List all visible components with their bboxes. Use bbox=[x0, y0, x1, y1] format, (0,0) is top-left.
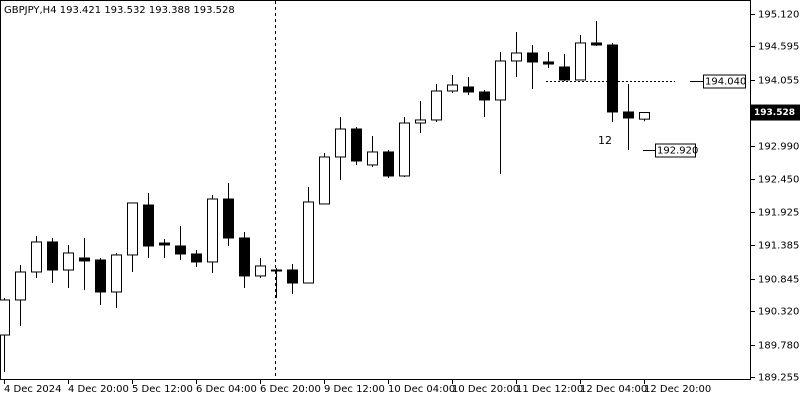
level-label: 192.920 bbox=[657, 146, 698, 157]
candle-body bbox=[0, 299, 10, 336]
candle-body bbox=[239, 237, 250, 277]
header-high: 193.532 bbox=[104, 5, 145, 16]
candle-body bbox=[511, 52, 522, 62]
candle-body bbox=[63, 252, 74, 271]
candle-body bbox=[415, 119, 426, 124]
x-tick-label: 4 Dec 20:00 bbox=[68, 384, 129, 395]
x-tick-label: 5 Dec 12:00 bbox=[132, 384, 193, 395]
candle-body bbox=[543, 61, 554, 65]
y-tick-label: 189.780 bbox=[758, 341, 799, 352]
symbol: GBPJPY,H4 bbox=[4, 5, 57, 16]
level-box bbox=[703, 74, 746, 89]
candle-body bbox=[191, 253, 202, 263]
y-tick-label: 194.595 bbox=[758, 42, 799, 53]
y-tick-label: 191.385 bbox=[758, 241, 799, 252]
candle-body bbox=[47, 241, 58, 271]
candle-body bbox=[447, 84, 458, 92]
candle-body bbox=[495, 60, 506, 101]
candle-body bbox=[479, 91, 490, 101]
y-tick-label: 190.845 bbox=[758, 275, 799, 286]
x-tick-label: 10 Dec 04:00 bbox=[388, 384, 455, 395]
y-tick-label: 191.925 bbox=[758, 208, 799, 219]
candle-body bbox=[607, 44, 618, 113]
x-tick-label: 6 Dec 04:00 bbox=[196, 384, 257, 395]
x-tick-label: 12 Dec 20:00 bbox=[644, 384, 711, 395]
candle-body bbox=[383, 151, 394, 177]
candle-body bbox=[271, 269, 282, 272]
candle-body bbox=[463, 86, 474, 93]
candle-body bbox=[111, 254, 122, 293]
annotation: 12 bbox=[598, 134, 612, 147]
plot-frame bbox=[0, 0, 751, 380]
price-marker-label: 193.528 bbox=[754, 108, 795, 118]
candle-body bbox=[527, 52, 538, 63]
level-label: 194.040 bbox=[705, 77, 746, 88]
candle-body bbox=[143, 204, 154, 247]
candle-body bbox=[175, 245, 186, 255]
x-tick-label: 6 Dec 20:00 bbox=[260, 384, 321, 395]
x-tick-label: 9 Dec 12:00 bbox=[324, 384, 385, 395]
candle-body bbox=[399, 122, 410, 177]
header-close: 193.528 bbox=[193, 5, 234, 16]
candle-body bbox=[255, 265, 266, 277]
candle-body bbox=[287, 269, 298, 284]
candle-body bbox=[15, 271, 26, 301]
candle-body bbox=[431, 90, 442, 121]
candle-body bbox=[127, 202, 138, 256]
price-marker bbox=[750, 104, 800, 121]
y-tick-label: 192.990 bbox=[758, 142, 799, 153]
x-tick-label: 12 Dec 04:00 bbox=[580, 384, 647, 395]
level-box bbox=[655, 143, 696, 158]
x-tick-label: 4 Dec 2024 bbox=[4, 384, 62, 395]
candle-body bbox=[319, 156, 330, 205]
candle-body bbox=[159, 242, 170, 246]
candle-body bbox=[79, 257, 90, 262]
y-tick-label: 192.450 bbox=[758, 175, 799, 186]
x-tick-label: 10 Dec 20:00 bbox=[452, 384, 519, 395]
header-low: 193.388 bbox=[149, 5, 190, 16]
candle-body bbox=[591, 42, 602, 46]
candle-body bbox=[367, 151, 378, 166]
candle-body bbox=[639, 112, 650, 120]
header-open: 193.421 bbox=[60, 5, 101, 16]
candle-body bbox=[95, 259, 106, 293]
y-tick-label: 194.055 bbox=[758, 76, 799, 87]
candle-body bbox=[623, 111, 634, 119]
candle-body bbox=[559, 66, 570, 81]
candle-body bbox=[207, 198, 218, 263]
x-tick-label: 11 Dec 12:00 bbox=[516, 384, 583, 395]
candle-body bbox=[303, 201, 314, 284]
candle-body bbox=[335, 128, 346, 158]
candle-body bbox=[575, 42, 586, 81]
candle-body bbox=[31, 241, 42, 273]
y-tick-label: 190.320 bbox=[758, 307, 799, 318]
y-tick-label: 189.255 bbox=[758, 373, 799, 384]
candle-body bbox=[223, 198, 234, 239]
y-tick-label: 195.120 bbox=[758, 10, 799, 21]
chart-header: GBPJPY,H4 193.421 193.532 193.388 193.52… bbox=[4, 5, 235, 16]
candle-body bbox=[351, 128, 362, 162]
